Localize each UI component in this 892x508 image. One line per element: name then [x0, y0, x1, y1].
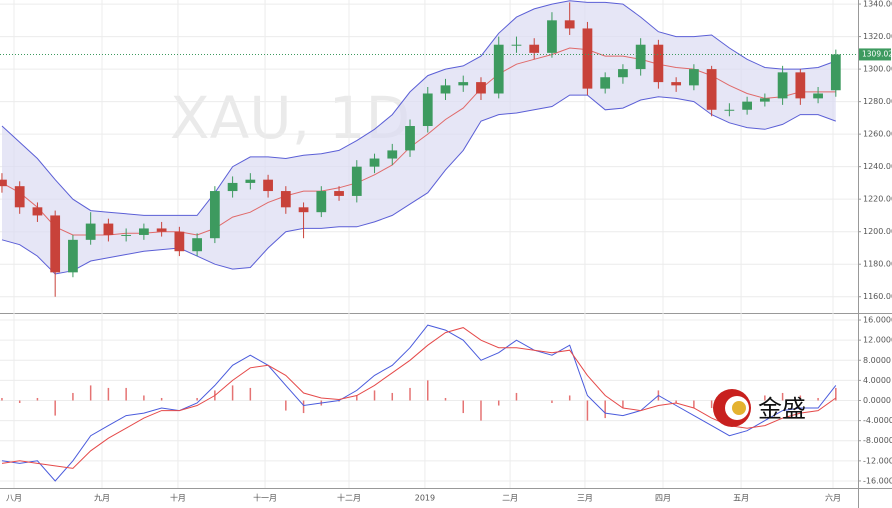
macd-line [1, 324, 837, 482]
candle-body [192, 238, 202, 252]
candle-body [14, 186, 25, 208]
y-tick-label: 1180.00 [863, 260, 892, 269]
x-tick-label: 三月 [577, 494, 593, 503]
y-tick-label: 8.0000 [863, 356, 891, 365]
candle-body [476, 82, 486, 94]
candle-body [245, 179, 256, 183]
y-tick-label: 1200.00 [863, 227, 892, 236]
candle-body [227, 182, 238, 192]
candle-body [671, 82, 682, 86]
candle-body [50, 215, 61, 273]
y-tick-label: 1220.00 [863, 195, 892, 204]
x-tick-label: 四月 [655, 494, 671, 503]
candle-body [32, 207, 43, 216]
candle-body [174, 231, 185, 252]
logo-icon [732, 401, 746, 415]
x-tick-label: 九月 [94, 494, 110, 503]
x-tick-label: 十一月 [253, 493, 277, 503]
y-tick-label: 1240.00 [863, 162, 892, 171]
candle-body [795, 72, 806, 99]
candle-body [493, 44, 504, 94]
logo: 金盛 [713, 389, 806, 427]
candle-body [156, 228, 167, 232]
candle-body [405, 126, 415, 151]
candle-body [564, 20, 575, 29]
y-tick-label: -16.0000 [863, 476, 892, 485]
y-tick-label: 1160.00 [863, 292, 892, 301]
candle-body [351, 166, 362, 196]
candle-body [387, 150, 398, 159]
x-tick-label: 十二月 [337, 493, 361, 503]
candle-body [316, 191, 327, 213]
candle-body [759, 98, 770, 102]
candle-body [139, 228, 149, 235]
candle-body [440, 85, 451, 94]
y-tick-label: -4.0000 [863, 416, 892, 425]
x-tick-label: 2019 [415, 494, 435, 503]
y-tick-label: 1280.00 [863, 97, 892, 106]
y-tick-label: 0.0000 [863, 396, 891, 405]
candle-body [582, 28, 593, 89]
x-tick-label: 五月 [733, 494, 749, 503]
x-tick-label: 八月 [6, 494, 22, 503]
candle-body [830, 54, 841, 91]
candle-body [280, 191, 291, 208]
x-tick-label: 二月 [502, 494, 518, 503]
macd-line [1, 327, 837, 469]
y-tick-label: 1260.00 [863, 130, 892, 139]
candle-body [618, 69, 628, 78]
candle-body [653, 44, 664, 83]
candle-body [813, 93, 823, 99]
candle-body [547, 20, 557, 53]
candle-body [724, 109, 735, 111]
candle-body [0, 179, 7, 187]
candle-body [369, 158, 380, 167]
x-tick-label: 十月 [170, 493, 186, 503]
candle-body [777, 72, 788, 99]
y-tick-label: 12.0000 [863, 336, 892, 345]
candle-body [103, 223, 114, 235]
candle-body [334, 191, 344, 196]
candle-body [422, 93, 433, 127]
current-price-box [859, 48, 891, 61]
y-tick-label: -8.0000 [863, 436, 892, 445]
candle-body [635, 44, 646, 70]
candle-body [263, 179, 273, 192]
candle-body [511, 44, 522, 46]
candle-body [689, 69, 699, 86]
candle-body [706, 69, 717, 110]
candle-body [458, 82, 469, 86]
candle-body [529, 44, 540, 53]
y-tick-label: -12.0000 [863, 456, 892, 465]
band-lower [1, 94, 836, 275]
logo-text: 金盛 [758, 395, 806, 423]
y-tick-label: 1320.00 [863, 32, 892, 41]
candle-body [209, 191, 220, 239]
current-price-label: 1309.02 [862, 49, 892, 58]
y-tick-label: 1340.00 [863, 0, 892, 9]
band-upper [1, 0, 836, 216]
x-tick-label: 六月 [825, 493, 841, 503]
candle-body [68, 239, 78, 273]
candle-body [742, 101, 752, 110]
y-tick-label: 4.0000 [863, 376, 891, 385]
candle-body [85, 223, 96, 240]
y-tick-label: 1300.00 [863, 65, 892, 74]
candle-body [600, 77, 611, 89]
candle-body [121, 234, 132, 236]
y-tick-label: 16.0000 [863, 316, 892, 325]
candle-body [298, 207, 309, 213]
